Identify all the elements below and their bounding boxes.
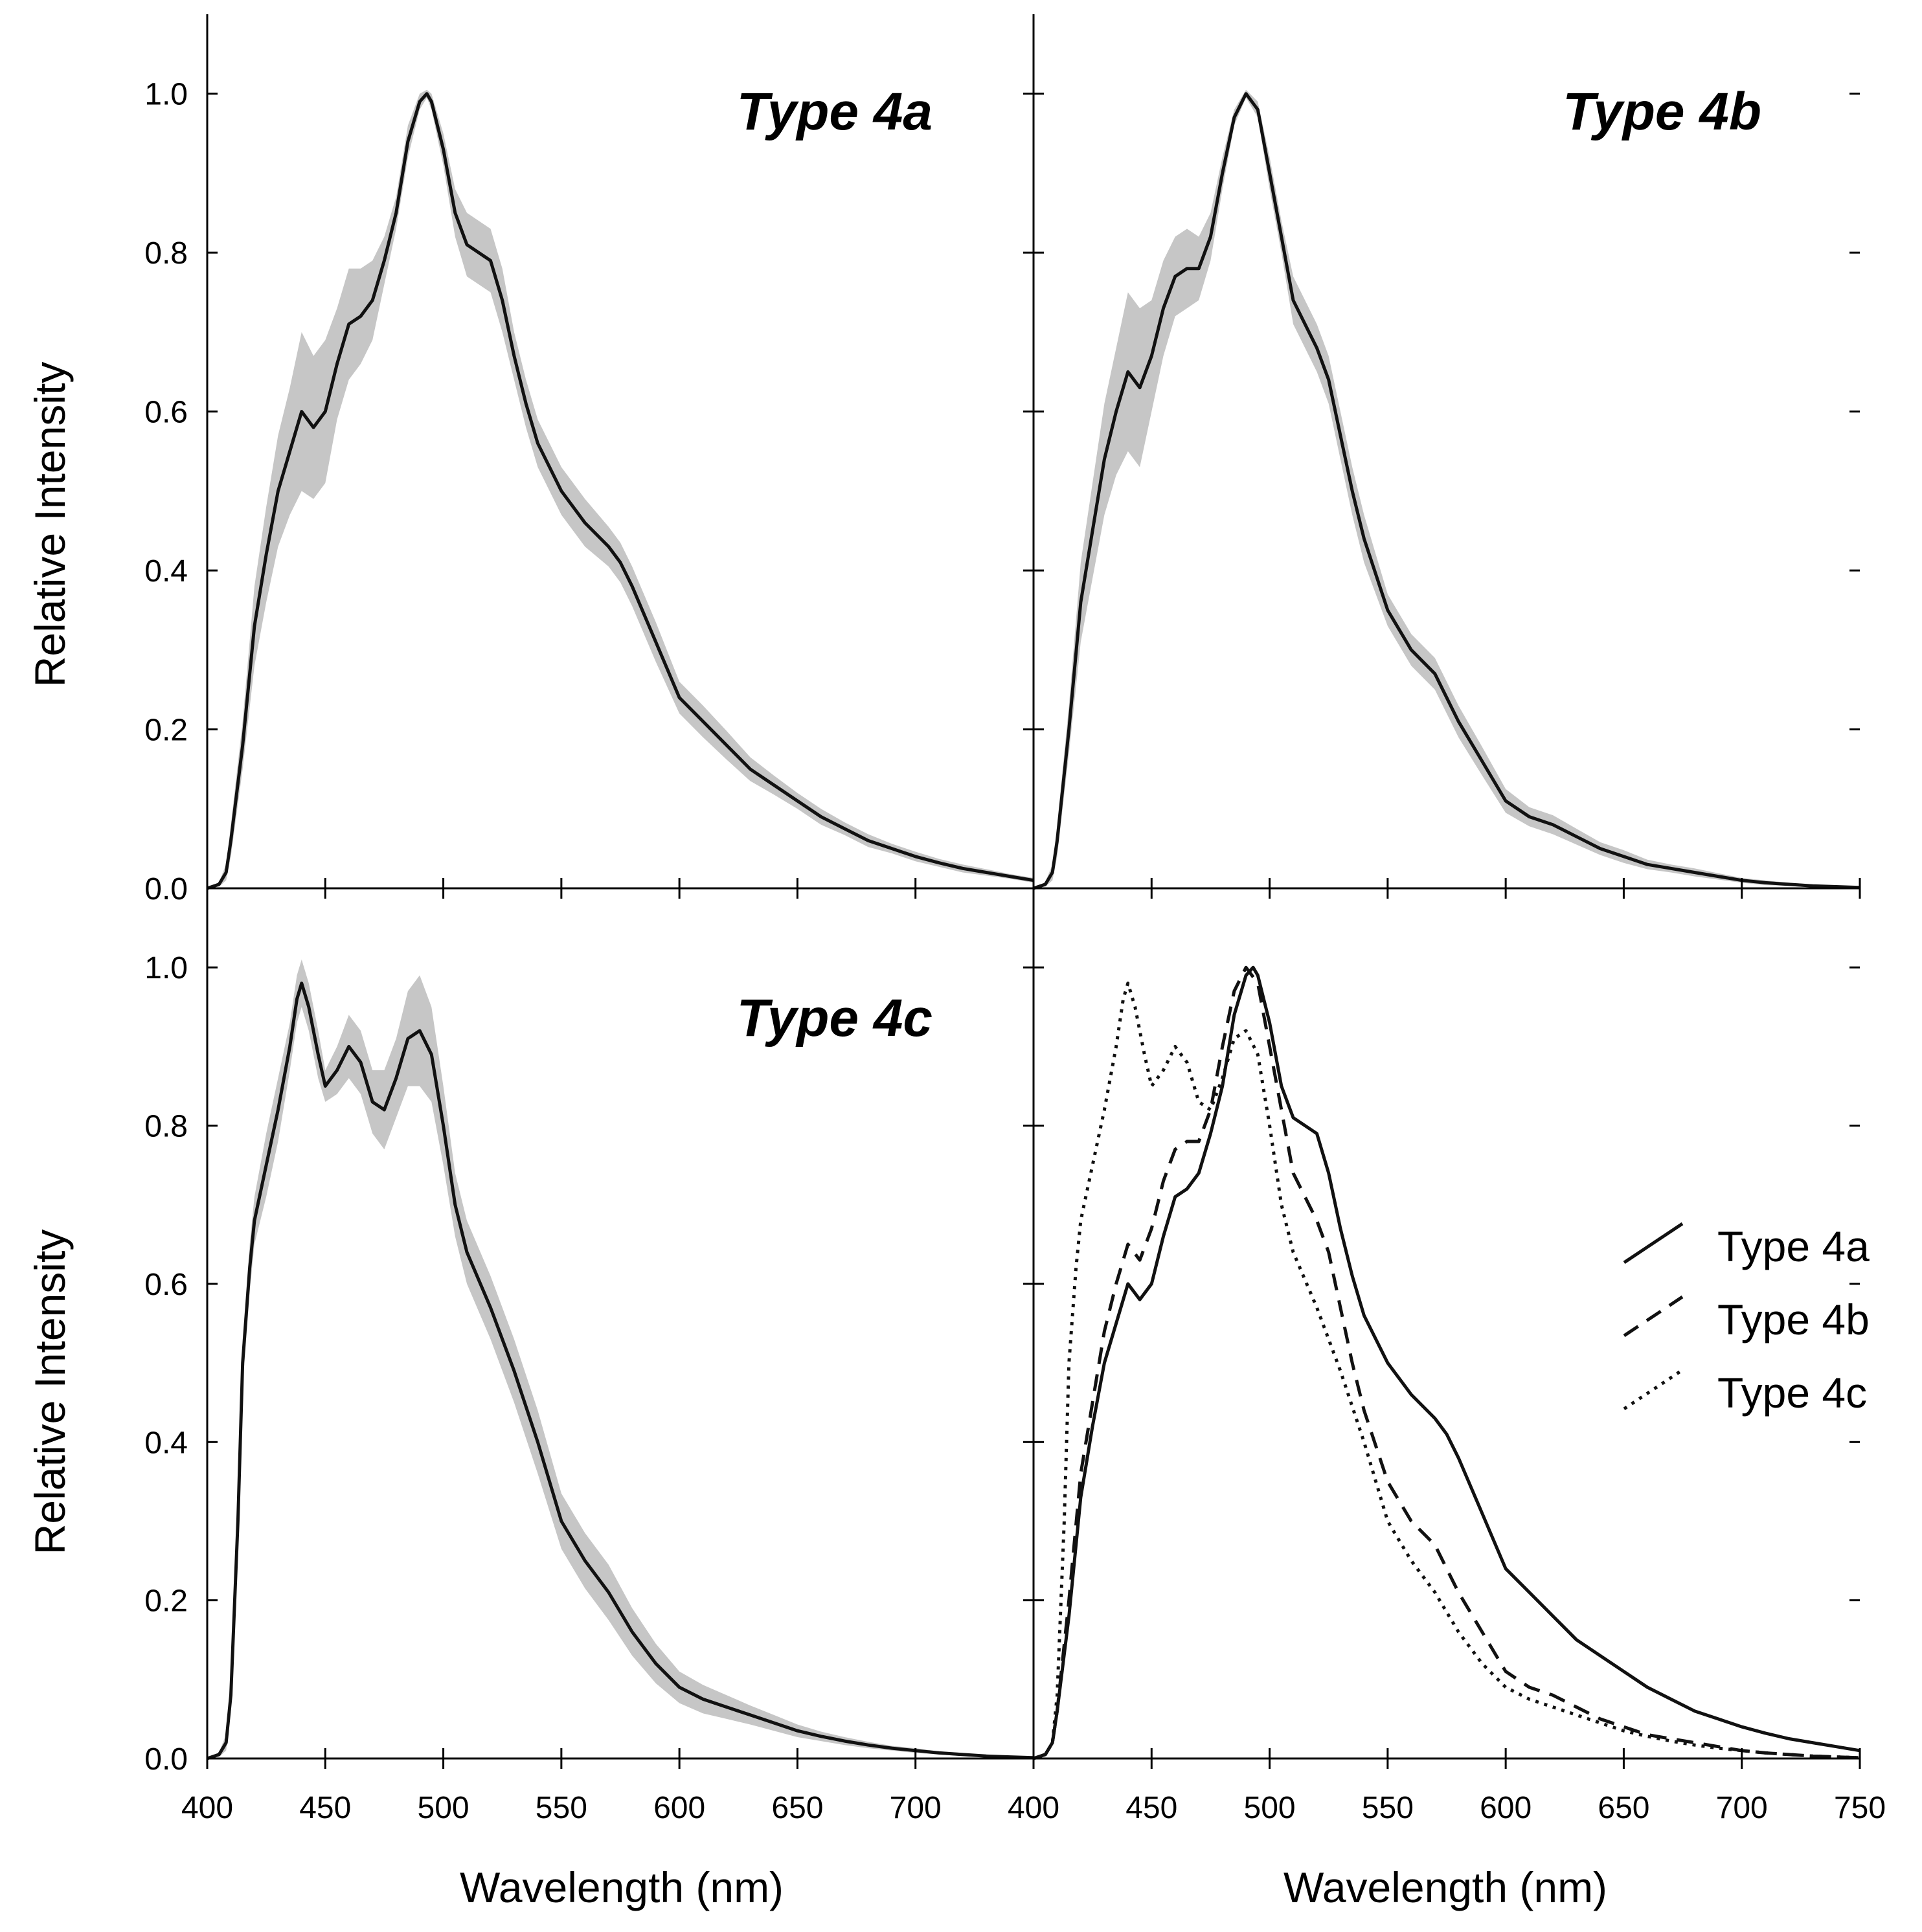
series-line-type-4a bbox=[1033, 965, 1860, 1760]
x-tick-label: 500 bbox=[1244, 1791, 1296, 1825]
x-tick-label: 550 bbox=[1362, 1791, 1414, 1825]
x-tick-label: 750 bbox=[1834, 1791, 1886, 1825]
y-tick-label: 0.8 bbox=[144, 236, 188, 271]
panel-comparison bbox=[1032, 965, 1861, 1769]
y-tick-label: 0.6 bbox=[144, 1268, 188, 1302]
panel-title-4b: Type 4b bbox=[1563, 82, 1761, 141]
legend-label-type-4a: Type 4a bbox=[1717, 1222, 1870, 1270]
x-tick-labels-left: 400 450 500 550 600 650 700 bbox=[181, 1791, 942, 1825]
y-axis-title-bottom: Relative Intensity bbox=[26, 1230, 74, 1555]
y-tick-label: 0.8 bbox=[144, 1110, 188, 1144]
x-tick-label: 450 bbox=[299, 1791, 351, 1825]
legend-label-type-4b: Type 4b bbox=[1717, 1296, 1870, 1343]
y-tick-label: 0.0 bbox=[144, 1742, 188, 1777]
y-axis-title-top: Relative Intensity bbox=[26, 362, 74, 688]
x-axis-title-left: Wavelength (nm) bbox=[460, 1863, 784, 1911]
y-tick-label: 0.2 bbox=[144, 713, 188, 748]
x-tick-label: 550 bbox=[536, 1791, 587, 1825]
x-tick-label: 650 bbox=[1598, 1791, 1649, 1825]
y-tick-label: 0.4 bbox=[144, 1426, 188, 1460]
y-tick-label: 0.0 bbox=[144, 872, 188, 906]
legend-swatch-dashed bbox=[1623, 1295, 1684, 1338]
series-line-type-4b bbox=[1033, 965, 1860, 1760]
series-line-type-4c bbox=[1033, 982, 1860, 1760]
legend-swatch-dotted bbox=[1623, 1368, 1684, 1411]
axes-frame bbox=[206, 14, 1860, 1760]
x-tick-label: 700 bbox=[890, 1791, 942, 1825]
y-tick-label: 1.0 bbox=[144, 951, 188, 985]
x-tick-label: 500 bbox=[418, 1791, 469, 1825]
x-tick-labels-right: 400 450 500 550 600 650 700 750 bbox=[1008, 1791, 1886, 1825]
y-tick-label: 0.4 bbox=[144, 554, 188, 589]
y-tick-label: 0.6 bbox=[144, 396, 188, 430]
legend-swatch-solid bbox=[1623, 1222, 1684, 1264]
series-line-type-4b bbox=[1033, 92, 1860, 890]
y-tick-labels-top: 0.0 0.2 0.4 0.6 0.8 1.0 bbox=[144, 78, 188, 906]
x-axis-title-right: Wavelength (nm) bbox=[1283, 1863, 1607, 1911]
y-tick-labels-bottom: 0.0 0.2 0.4 0.6 0.8 1.0 bbox=[144, 951, 188, 1777]
x-tick-label: 600 bbox=[1480, 1791, 1532, 1825]
series-line-type-4c bbox=[207, 982, 1034, 1760]
legend-label-type-4c: Type 4c bbox=[1717, 1369, 1867, 1417]
panel-title-4c: Type 4c bbox=[737, 989, 933, 1048]
legend: Type 4a Type 4b Type 4c bbox=[1623, 1222, 1870, 1417]
y-tick-label: 1.0 bbox=[144, 78, 188, 112]
y-tick-label: 0.2 bbox=[144, 1584, 188, 1619]
panel-title-4a: Type 4a bbox=[737, 82, 933, 141]
x-tick-label: 400 bbox=[181, 1791, 233, 1825]
x-tick-label: 450 bbox=[1125, 1791, 1177, 1825]
x-tick-label: 600 bbox=[653, 1791, 705, 1825]
series-line-type-4a bbox=[207, 92, 1034, 890]
x-tick-label: 400 bbox=[1008, 1791, 1059, 1825]
x-tick-label: 700 bbox=[1716, 1791, 1768, 1825]
x-tick-label: 650 bbox=[771, 1791, 823, 1825]
